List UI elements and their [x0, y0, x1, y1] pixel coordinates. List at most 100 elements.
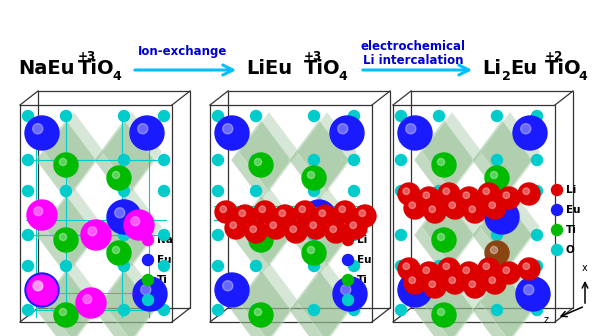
Circle shape [438, 258, 460, 280]
Circle shape [406, 281, 416, 291]
Polygon shape [480, 262, 540, 336]
Polygon shape [36, 120, 96, 200]
Circle shape [409, 277, 415, 284]
Text: Ti: Ti [157, 275, 168, 285]
Circle shape [107, 166, 131, 190]
Text: NaEu: NaEu [18, 58, 75, 78]
Circle shape [350, 222, 356, 228]
Circle shape [348, 111, 359, 122]
Circle shape [299, 206, 306, 213]
Circle shape [61, 260, 72, 271]
Circle shape [464, 276, 486, 298]
Text: O: O [157, 295, 166, 305]
Circle shape [308, 185, 319, 197]
Circle shape [523, 263, 530, 269]
Circle shape [491, 229, 502, 241]
Circle shape [491, 155, 502, 166]
Circle shape [348, 304, 359, 316]
Circle shape [34, 282, 43, 291]
Circle shape [25, 273, 59, 307]
Circle shape [485, 166, 509, 190]
Polygon shape [472, 195, 532, 275]
Circle shape [395, 229, 407, 241]
Polygon shape [231, 270, 291, 336]
Circle shape [348, 155, 359, 166]
Circle shape [213, 185, 224, 197]
Circle shape [551, 205, 562, 215]
Circle shape [223, 281, 233, 291]
Polygon shape [297, 187, 357, 267]
Circle shape [302, 241, 326, 265]
Text: TiO: TiO [304, 58, 340, 78]
Circle shape [516, 277, 550, 311]
Circle shape [429, 281, 435, 288]
Circle shape [250, 260, 261, 271]
Circle shape [395, 155, 407, 166]
Circle shape [76, 288, 106, 318]
Text: Eu: Eu [357, 255, 371, 265]
Circle shape [22, 111, 33, 122]
Text: Ion-exchange: Ion-exchange [138, 45, 227, 58]
Circle shape [250, 111, 261, 122]
Circle shape [137, 124, 148, 134]
Text: 4: 4 [338, 71, 347, 84]
Text: Li: Li [357, 235, 367, 245]
Circle shape [294, 201, 316, 223]
Circle shape [22, 155, 33, 166]
Circle shape [438, 183, 460, 205]
Polygon shape [472, 120, 532, 200]
Circle shape [305, 217, 327, 239]
Circle shape [213, 111, 224, 122]
Circle shape [33, 124, 43, 134]
Circle shape [308, 171, 314, 179]
Circle shape [54, 228, 78, 252]
Circle shape [112, 171, 120, 179]
Polygon shape [102, 187, 162, 267]
Circle shape [551, 224, 562, 236]
Circle shape [61, 229, 72, 241]
Text: 2: 2 [502, 71, 511, 84]
Circle shape [485, 241, 509, 265]
Circle shape [348, 229, 359, 241]
Circle shape [463, 192, 469, 199]
Circle shape [434, 185, 444, 197]
Circle shape [531, 155, 542, 166]
Polygon shape [44, 262, 104, 336]
Circle shape [34, 207, 43, 216]
Circle shape [432, 228, 456, 252]
Circle shape [403, 263, 410, 269]
Polygon shape [289, 120, 349, 200]
Circle shape [107, 200, 141, 234]
Circle shape [159, 260, 170, 271]
Circle shape [348, 185, 359, 197]
Circle shape [330, 116, 364, 150]
Circle shape [478, 183, 500, 205]
Circle shape [458, 262, 480, 284]
Circle shape [437, 308, 444, 316]
Circle shape [250, 185, 261, 197]
Circle shape [404, 197, 426, 219]
Circle shape [513, 116, 547, 150]
Circle shape [464, 201, 486, 223]
Polygon shape [94, 120, 154, 200]
Polygon shape [297, 112, 357, 192]
Circle shape [531, 185, 542, 197]
Circle shape [259, 206, 266, 213]
Circle shape [406, 124, 416, 134]
Circle shape [503, 192, 510, 199]
Circle shape [423, 267, 429, 274]
Circle shape [119, 304, 130, 316]
Polygon shape [94, 195, 154, 275]
Circle shape [22, 260, 33, 271]
Circle shape [443, 263, 449, 269]
Circle shape [444, 197, 466, 219]
Circle shape [308, 260, 319, 271]
Circle shape [159, 185, 170, 197]
Circle shape [250, 155, 261, 166]
Circle shape [463, 267, 469, 274]
Circle shape [220, 206, 227, 213]
Text: O: O [566, 245, 575, 255]
Circle shape [423, 192, 429, 199]
Circle shape [310, 222, 317, 228]
Circle shape [551, 245, 562, 255]
